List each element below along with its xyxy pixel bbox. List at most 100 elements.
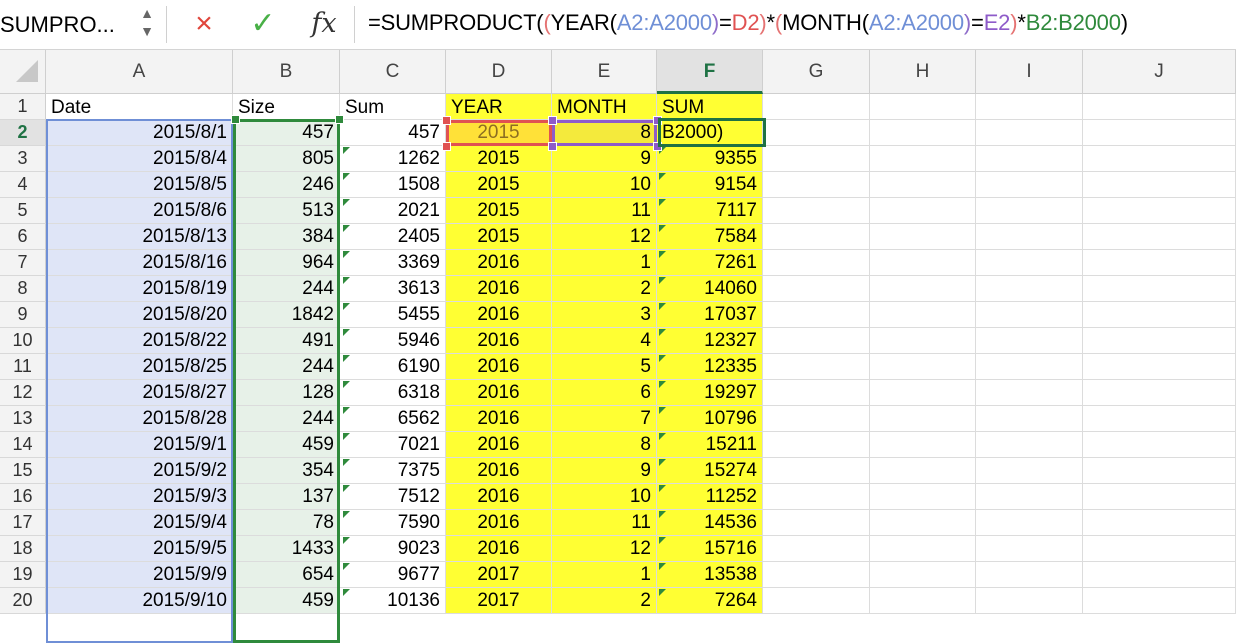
cell[interactable]: 9 <box>552 146 657 172</box>
cell[interactable] <box>870 432 976 458</box>
cell[interactable] <box>976 354 1083 380</box>
name-box[interactable]: SUMPRO... <box>0 12 115 37</box>
cell[interactable] <box>870 406 976 432</box>
cell[interactable]: 457 <box>233 120 340 146</box>
cell[interactable]: 2015/9/1 <box>46 432 233 458</box>
cell[interactable] <box>1083 510 1236 536</box>
row-header[interactable]: 15 <box>0 458 46 484</box>
cell[interactable]: 4 <box>552 328 657 354</box>
row-header[interactable]: 13 <box>0 406 46 432</box>
cell[interactable] <box>1083 250 1236 276</box>
cell[interactable]: 12 <box>552 536 657 562</box>
ref-e2-handle[interactable] <box>653 142 662 151</box>
cell[interactable]: 10796 <box>657 406 763 432</box>
ref-e2-handle[interactable] <box>653 116 662 125</box>
cell[interactable] <box>1083 94 1236 120</box>
cell[interactable] <box>870 198 976 224</box>
cell[interactable]: 9023 <box>340 536 446 562</box>
cell[interactable]: 9677 <box>340 562 446 588</box>
cell[interactable] <box>763 172 870 198</box>
cell[interactable]: 491 <box>233 328 340 354</box>
cell[interactable]: 14536 <box>657 510 763 536</box>
cell[interactable]: 7264 <box>657 588 763 614</box>
cell[interactable] <box>763 536 870 562</box>
cell[interactable]: 2015/9/2 <box>46 458 233 484</box>
cell[interactable]: 2015 <box>446 172 552 198</box>
row-header[interactable]: 4 <box>0 172 46 198</box>
cell[interactable] <box>870 94 976 120</box>
cell[interactable]: 137 <box>233 484 340 510</box>
cell[interactable]: 1508 <box>340 172 446 198</box>
cell[interactable]: 2017 <box>446 588 552 614</box>
cell[interactable] <box>1083 120 1236 146</box>
cell[interactable]: 2015/9/5 <box>46 536 233 562</box>
cell[interactable] <box>976 536 1083 562</box>
cell[interactable]: 246 <box>233 172 340 198</box>
cell[interactable] <box>870 120 976 146</box>
cell[interactable] <box>870 458 976 484</box>
cell[interactable]: 805 <box>233 146 340 172</box>
cell[interactable]: 8 <box>552 432 657 458</box>
cell[interactable] <box>1083 588 1236 614</box>
cell[interactable] <box>763 302 870 328</box>
cell[interactable] <box>763 224 870 250</box>
row-header[interactable]: 3 <box>0 146 46 172</box>
cell[interactable] <box>763 562 870 588</box>
cell[interactable]: 8 <box>552 120 657 146</box>
cell[interactable]: 2017 <box>446 562 552 588</box>
cell[interactable]: 2015/9/3 <box>46 484 233 510</box>
cell[interactable]: 6190 <box>340 354 446 380</box>
cell[interactable]: 459 <box>233 588 340 614</box>
cell[interactable]: 2015 <box>446 224 552 250</box>
insert-function-icon[interactable]: fx <box>311 8 337 39</box>
cell[interactable]: 2016 <box>446 432 552 458</box>
cell[interactable]: 3613 <box>340 276 446 302</box>
cell[interactable]: 9 <box>552 458 657 484</box>
cell[interactable]: 7584 <box>657 224 763 250</box>
cell[interactable]: 5455 <box>340 302 446 328</box>
cell[interactable]: 2015/8/4 <box>46 146 233 172</box>
select-all-corner[interactable] <box>0 50 46 94</box>
cell[interactable]: 2015/8/5 <box>46 172 233 198</box>
cell[interactable]: 2016 <box>446 458 552 484</box>
cell[interactable] <box>976 406 1083 432</box>
cell[interactable]: 17037 <box>657 302 763 328</box>
cell[interactable]: Size <box>233 94 340 120</box>
chevron-down-icon[interactable]: ▼ <box>140 23 154 39</box>
row-header[interactable]: 7 <box>0 250 46 276</box>
cell[interactable]: 513 <box>233 198 340 224</box>
cell[interactable] <box>763 380 870 406</box>
cell[interactable] <box>870 354 976 380</box>
cell[interactable]: 11 <box>552 198 657 224</box>
cell[interactable] <box>870 224 976 250</box>
cell[interactable]: 2015 <box>446 198 552 224</box>
cell[interactable]: 964 <box>233 250 340 276</box>
cell[interactable] <box>870 328 976 354</box>
cell[interactable]: 3369 <box>340 250 446 276</box>
cell[interactable]: 457 <box>340 120 446 146</box>
cell[interactable]: 2015/8/27 <box>46 380 233 406</box>
cell[interactable]: 7512 <box>340 484 446 510</box>
cancel-icon[interactable]: × <box>195 7 213 40</box>
cell[interactable]: 2016 <box>446 406 552 432</box>
column-header-i[interactable]: I <box>976 50 1083 94</box>
cell[interactable]: 2015/8/16 <box>46 250 233 276</box>
cell[interactable]: 10136 <box>340 588 446 614</box>
cell[interactable]: 2016 <box>446 380 552 406</box>
cell[interactable]: 244 <box>233 354 340 380</box>
cell[interactable]: 11 <box>552 510 657 536</box>
row-header[interactable]: 8 <box>0 276 46 302</box>
cell[interactable] <box>976 458 1083 484</box>
cell[interactable] <box>1083 432 1236 458</box>
row-header[interactable]: 19 <box>0 562 46 588</box>
cell[interactable]: 2021 <box>340 198 446 224</box>
column-header-d[interactable]: D <box>446 50 552 94</box>
cell[interactable]: 1842 <box>233 302 340 328</box>
column-header-h[interactable]: H <box>870 50 976 94</box>
cell[interactable] <box>1083 224 1236 250</box>
cell[interactable]: 2015/9/10 <box>46 588 233 614</box>
cell[interactable]: 13538 <box>657 562 763 588</box>
cell[interactable]: 2016 <box>446 302 552 328</box>
cell[interactable] <box>763 120 870 146</box>
column-header-f[interactable]: F <box>657 50 763 94</box>
